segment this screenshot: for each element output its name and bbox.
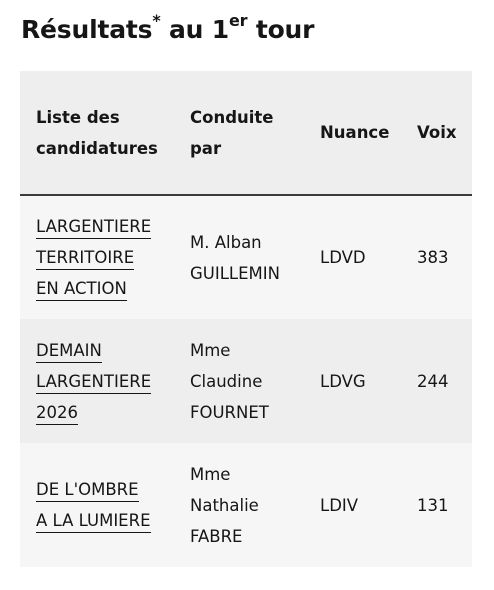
header-votes: Voix [401,71,472,196]
results-table: Liste des candidatures Conduite par Nuan… [20,71,472,567]
table-body: LARGENTIERE TERRITOIRE EN ACTION M. Alban GU… [20,195,472,567]
header-list: Liste des candidatures [20,71,174,196]
votes-cell: 131 [417,495,449,515]
lead-cell: Mme Claudine FOURNET [174,319,304,443]
list-link[interactable]: DE L'OMBRE [36,480,139,502]
header-list-line: candidatures [36,138,158,158]
nuance-cell: LDIV [320,495,359,515]
lead-line: Mme [190,464,231,484]
header-list-line: Liste des [36,107,120,127]
list-link[interactable]: 2026 [36,402,78,425]
list-link[interactable]: TERRITOIRE [36,248,135,270]
list-link-line: LARGENTIERE [36,366,174,397]
list-link[interactable]: A LA LUMIERE [36,511,151,533]
title-end: tour [247,15,315,44]
table-row: DEMAIN LARGENTIERE 2026 Mme Claudine FOURNET L… [20,319,472,443]
title-text: Résultats [21,15,153,44]
header-lead-line: Conduite [190,107,274,127]
lead-line: FOURNET [190,402,269,422]
list-link-line: 2026 [36,397,174,428]
list-link-line: LARGENTIERE [36,211,174,242]
header-nuance: Nuance [304,71,401,196]
list-link[interactable]: LARGENTIERE [36,217,152,239]
header-lead: Conduite par [174,71,304,196]
table-header: Liste des candidatures Conduite par Nuan… [20,71,472,196]
title-middle: au 1 [160,15,229,44]
list-cell: DE L'OMBRE A LA LUMIERE [20,443,174,567]
lead-line: GUILLEMIN [190,263,280,283]
title-asterisk: * [152,10,161,30]
list-cell: LARGENTIERE TERRITOIRE EN ACTION [20,195,174,319]
lead-line: M. Alban [190,232,262,252]
list-link-line: A LA LUMIERE [36,505,174,536]
votes-cell: 383 [417,248,449,267]
list-link[interactable]: DEMAIN [36,340,102,363]
lead-cell: Mme Nathalie FABRE [174,443,304,567]
lead-line: Nathalie [190,495,259,515]
lead-cell: M. Alban GUILLEMIN [174,195,304,319]
page-title: Résultats* au 1er tour [21,10,314,50]
table-row: LARGENTIERE TERRITOIRE EN ACTION M. Alban GU… [20,195,472,319]
lead-line: Claudine [190,371,263,391]
nuance-cell: LDVG [320,371,366,391]
nuance-cell: LDVD [320,248,366,267]
list-link[interactable]: LARGENTIERE [36,371,152,394]
list-link[interactable]: EN ACTION [36,279,127,301]
list-cell: DEMAIN LARGENTIERE 2026 [20,319,174,443]
title-ordinal: er [228,10,248,30]
list-link-line: EN ACTION [36,273,174,304]
header-lead-line: par [190,138,222,158]
votes-cell: 244 [417,371,449,391]
table-row: DE L'OMBRE A LA LUMIERE Mme Nathalie FABRE LD… [20,443,472,567]
lead-line: Mme [190,340,231,360]
list-link-line: DEMAIN [36,335,174,366]
list-link-line: TERRITOIRE [36,242,174,273]
header-row: Liste des candidatures Conduite par Nuan… [20,71,472,196]
list-link-line: DE L'OMBRE [36,474,174,505]
lead-line: FABRE [190,526,243,546]
